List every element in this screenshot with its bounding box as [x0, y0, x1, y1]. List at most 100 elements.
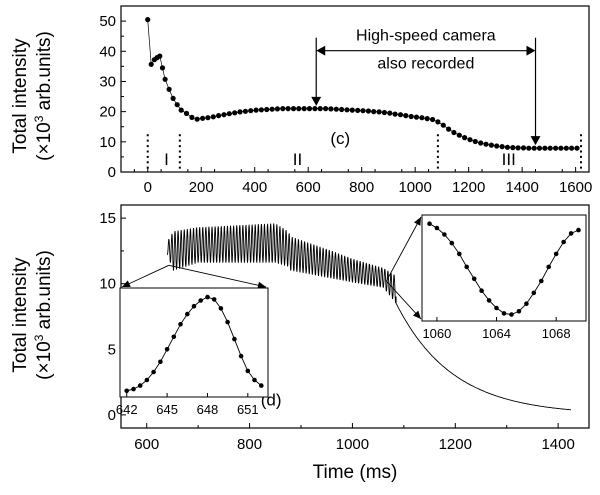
panel-c-data-point: [183, 110, 190, 116]
panel-c-data-point: [226, 111, 232, 117]
panel-c-data-point: [166, 86, 172, 92]
inset-right-connector-1: [385, 216, 422, 282]
panel-d-y-tick-label: 10: [99, 276, 116, 293]
panel-c-data-point: [381, 109, 387, 116]
inset-left-point: [151, 369, 156, 375]
panel-c-ylabel-line2: (×103 arb.units): [32, 31, 55, 161]
panel-c-y-tick-label: 30: [99, 73, 116, 90]
panel-c-data-point: [157, 53, 163, 59]
inset-left-connector-2: [168, 264, 267, 288]
inset-left-point: [232, 336, 237, 342]
panel-c-data-point: [210, 114, 216, 120]
panel-c-data-point: [456, 132, 462, 138]
panel-c-data-point: [237, 109, 243, 115]
inset-left-connector-2-arrowhead: [257, 281, 266, 289]
region-label: I: [164, 150, 169, 169]
panel-d-x-tick-label: 600: [134, 436, 159, 453]
panel-c-data-point: [248, 108, 254, 114]
inset-left-point: [131, 386, 136, 392]
inset-right-connector-1-arrowhead: [414, 217, 421, 226]
panel-c-data-point: [264, 106, 270, 113]
panel-c-data-point: [403, 113, 409, 119]
panel-c-data-point: [435, 119, 441, 125]
inset-right-point: [553, 251, 559, 257]
inset-right-point: [427, 221, 432, 226]
panel-c-data-points: [145, 17, 580, 151]
inset-right-point: [457, 251, 462, 257]
inset-left-connector-1: [121, 264, 170, 288]
region-label: II: [293, 150, 302, 169]
inset-left-point: [238, 353, 244, 359]
panel-c-data-point: [205, 115, 211, 121]
panel-c-data-point: [387, 110, 393, 116]
panel-c-data-point: [253, 107, 259, 113]
panel-c-data-point: [178, 107, 184, 113]
inset-right-point: [546, 264, 551, 270]
inset-right-point: [576, 227, 581, 233]
panel-c-x-tick-label: 400: [242, 179, 267, 196]
panel-c-data-point: [569, 145, 575, 151]
inset-left-point: [144, 377, 150, 383]
panel-d-y-tick-label: 5: [108, 341, 116, 358]
panel-c-y-tick-label: 10: [99, 134, 116, 151]
panel-c-x-tick-label: 600: [296, 179, 321, 196]
panel-c-data-point: [221, 112, 227, 118]
inset-right-ticks: 1060 1064 1068: [422, 317, 571, 341]
panel-c-data-point: [494, 143, 500, 149]
panel-c-data-point: [355, 107, 361, 113]
panel-d-y-label: Total intensity (×103 arb.units): [10, 250, 55, 380]
annotation-right-arrowhead: [526, 45, 536, 56]
panel-c-data-point: [520, 145, 527, 151]
panel-c-data-point: [200, 115, 206, 121]
panel-c-data-point: [419, 115, 425, 121]
inset-left-x-tick-label: 651: [237, 402, 259, 417]
inset-right-point: [479, 288, 484, 294]
panel-c-data-point: [174, 102, 180, 108]
panel-c-data-point: [285, 106, 291, 112]
panel-c-data-point: [440, 122, 446, 128]
inset-right-point: [464, 264, 470, 270]
panel-c-data-point: [216, 113, 222, 119]
panel-d-x-tick-label: 800: [237, 436, 262, 453]
inset-left-point: [252, 377, 257, 383]
panel-c-data-point: [483, 141, 489, 147]
inset-right-point: [539, 278, 544, 284]
inset-left-point: [211, 297, 217, 302]
inset-left-point: [259, 383, 264, 388]
inset-left-point: [164, 347, 170, 352]
panel-c-data-point: [563, 145, 569, 151]
panel-c-data-point: [170, 95, 176, 101]
panel-c-data-point: [542, 145, 548, 151]
inset-left-x-tick-label: 645: [156, 402, 178, 417]
panel-c-data-point: [547, 145, 553, 151]
panel-d-ticks: 600 800 1000 1200 1400 0 5 10 15: [99, 210, 575, 453]
panel-c-data-point: [510, 145, 516, 151]
panel-c-data-point: [349, 107, 355, 113]
inset-left-point: [178, 322, 183, 327]
panel-c-data-point: [328, 106, 334, 112]
panel-c-data-point: [145, 17, 151, 23]
panel-c-data-point: [446, 126, 452, 132]
panel-c-data-point: [397, 112, 404, 118]
inset-left-x-tick-label: 648: [197, 402, 219, 417]
panel-c-data-point: [148, 61, 154, 67]
panel-d-ylabel-line2: (×103 arb.units): [32, 250, 55, 380]
inset-left-point: [225, 319, 230, 325]
panel-d-x-axis-label: Time (ms): [313, 462, 398, 483]
panel-c-data-point: [430, 116, 436, 123]
panel-c-data-point: [360, 108, 366, 114]
panel-d-x-tick-label: 1400: [541, 436, 574, 453]
panel-d-x-tick-label: 1200: [439, 436, 472, 453]
panel-c-data-point: [162, 76, 168, 82]
panel-c-data-point: [558, 145, 564, 151]
panel-c-data-point: [274, 106, 280, 112]
inset-right-connector-2-arrowhead: [412, 310, 421, 319]
inset-right-point: [501, 311, 507, 316]
panel-c-data-point: [189, 114, 195, 120]
panel-c-data-point: [344, 107, 350, 113]
panel-c-x-tick-label: 0: [144, 179, 152, 196]
inset-left-point: [158, 359, 163, 365]
inset-left-points: [124, 294, 264, 394]
inset-right-point: [494, 305, 499, 311]
inset-right-point: [471, 276, 477, 282]
